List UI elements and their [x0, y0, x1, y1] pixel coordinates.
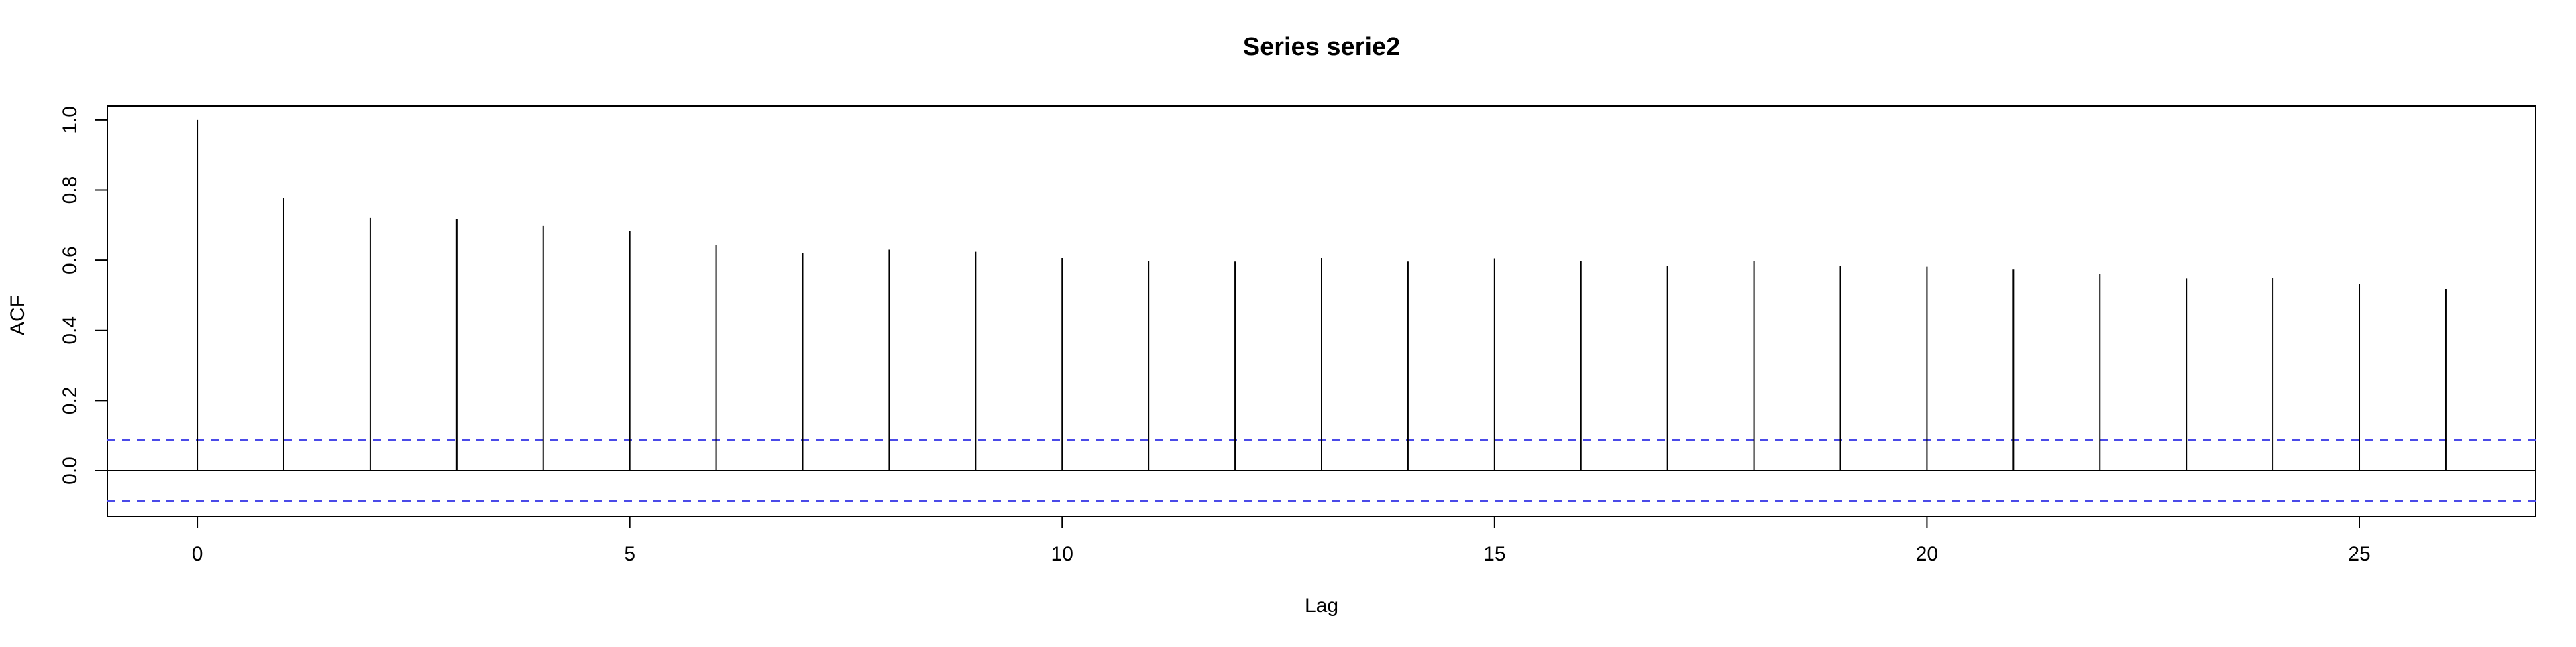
- x-tick-label: 10: [1051, 543, 1073, 565]
- chart-marks: 0 5 10 15 20 25 0.0 0.2 0.4 0.6 0.8 1.0: [59, 106, 2536, 565]
- y-tick-label: 1.0: [59, 106, 81, 134]
- y-tick-label: 0.0: [59, 457, 81, 485]
- y-axis-label: ACF: [7, 295, 29, 335]
- chart-title: Series serie2: [1243, 33, 1401, 61]
- x-tick-label: 5: [624, 543, 635, 565]
- y-tick-label: 0.4: [59, 316, 81, 345]
- plot-frame: [107, 105, 2536, 517]
- x-tick-label: 25: [2348, 543, 2370, 565]
- x-axis-label: Lag: [1305, 595, 1338, 617]
- x-tick-label: 0: [192, 543, 203, 565]
- x-tick-label: 20: [1916, 543, 1938, 565]
- y-tick-label: 0.8: [59, 176, 81, 204]
- y-tick-label: 0.6: [59, 246, 81, 274]
- x-tick-label: 15: [1483, 543, 1505, 565]
- y-tick-label: 0.2: [59, 387, 81, 415]
